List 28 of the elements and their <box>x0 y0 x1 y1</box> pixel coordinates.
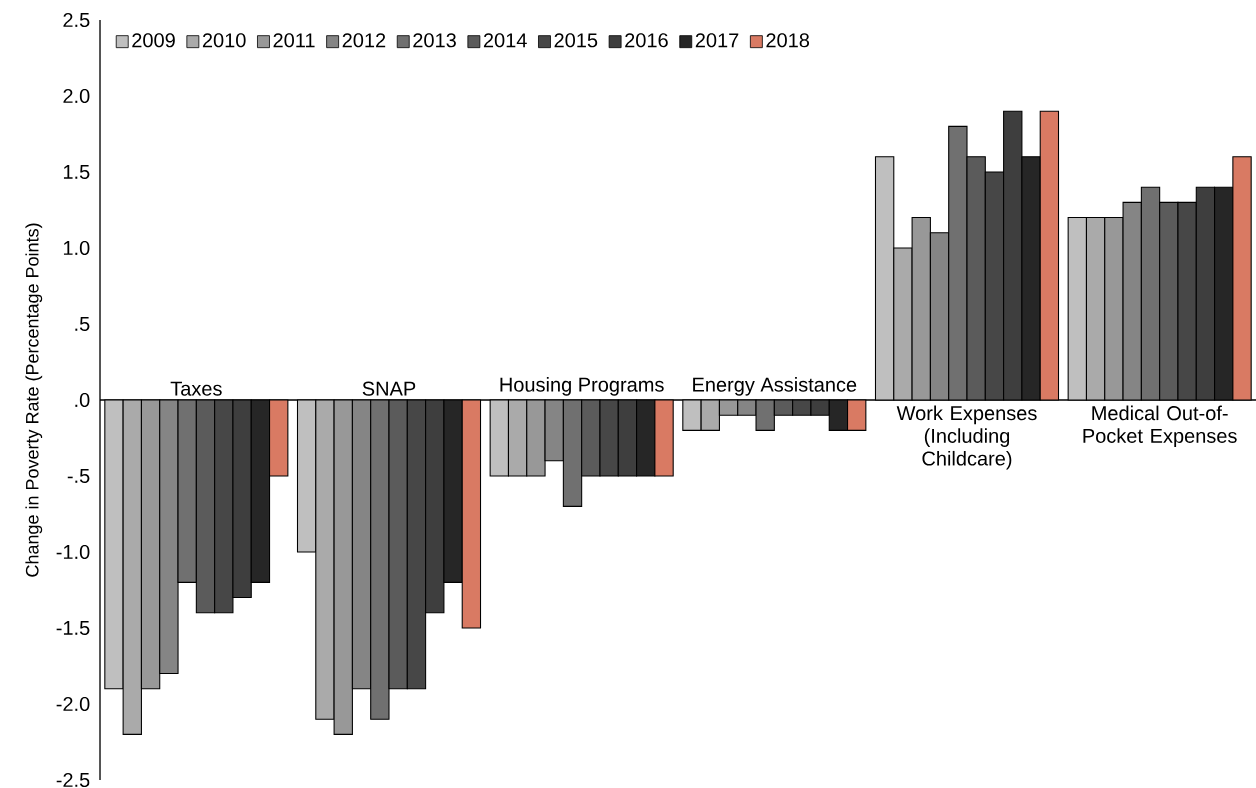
y-tick-label: 1.0 <box>63 240 90 256</box>
legend-label: 2013 <box>413 33 456 48</box>
y-tick-label: .5 <box>75 317 90 331</box>
x-tick-label: Taxes <box>170 381 222 396</box>
legend-label: 2011 <box>273 33 315 48</box>
y-tick-label: -2.0 <box>56 696 90 712</box>
y-tick-label: 2.5 <box>63 12 90 28</box>
legend-label: 2014 <box>483 33 527 48</box>
legend-label: 2012 <box>342 33 386 48</box>
y-axis-title: Change in Poverty Rate (Percentage Points) <box>25 223 43 577</box>
y-tick-label: -1.0 <box>56 544 90 560</box>
y-tick-label: -1.5 <box>56 621 90 635</box>
legend-label: 2009 <box>132 33 175 48</box>
x-tick-label: Work Expenses (Including Childcare) <box>896 405 1037 470</box>
y-tick-label: .0 <box>75 392 90 408</box>
y-tick-label: -2.5 <box>56 772 90 788</box>
legend-label: 2018 <box>766 33 810 48</box>
x-tick-label: Medical Out-of-Pocket Expenses <box>1083 405 1237 447</box>
x-tick-label: SNAP <box>362 381 416 396</box>
x-tick-label: Energy Assistance <box>693 377 857 396</box>
legend-label: 2015 <box>554 33 598 48</box>
legend-label: 2010 <box>202 33 246 48</box>
y-tick-label: 2.0 <box>63 88 90 104</box>
legend-label: 2017 <box>695 33 739 48</box>
y-tick-label: 1.5 <box>63 165 90 179</box>
legend-label: 2016 <box>625 33 668 48</box>
x-tick-label: Housing Programs <box>500 377 664 396</box>
y-tick-label: -.5 <box>67 469 90 483</box>
